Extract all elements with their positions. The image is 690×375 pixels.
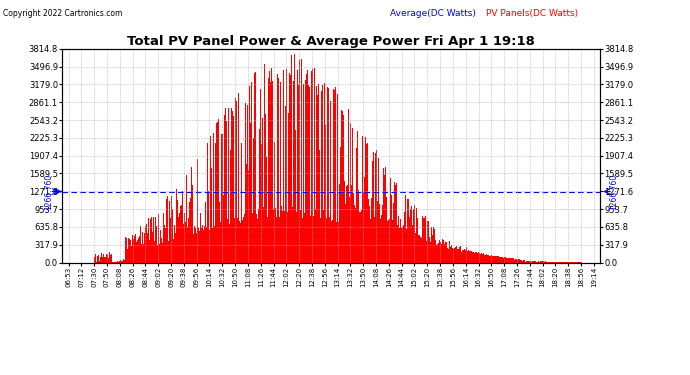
- Text: Copyright 2022 Cartronics.com: Copyright 2022 Cartronics.com: [3, 9, 123, 18]
- Title: Total PV Panel Power & Average Power Fri Apr 1 19:18: Total PV Panel Power & Average Power Fri…: [127, 34, 535, 48]
- Text: Average(DC Watts): Average(DC Watts): [390, 9, 475, 18]
- Text: PV Panels(DC Watts): PV Panels(DC Watts): [486, 9, 579, 18]
- Text: 1266.760: 1266.760: [609, 173, 618, 210]
- Text: 1266.760: 1266.760: [44, 173, 53, 210]
